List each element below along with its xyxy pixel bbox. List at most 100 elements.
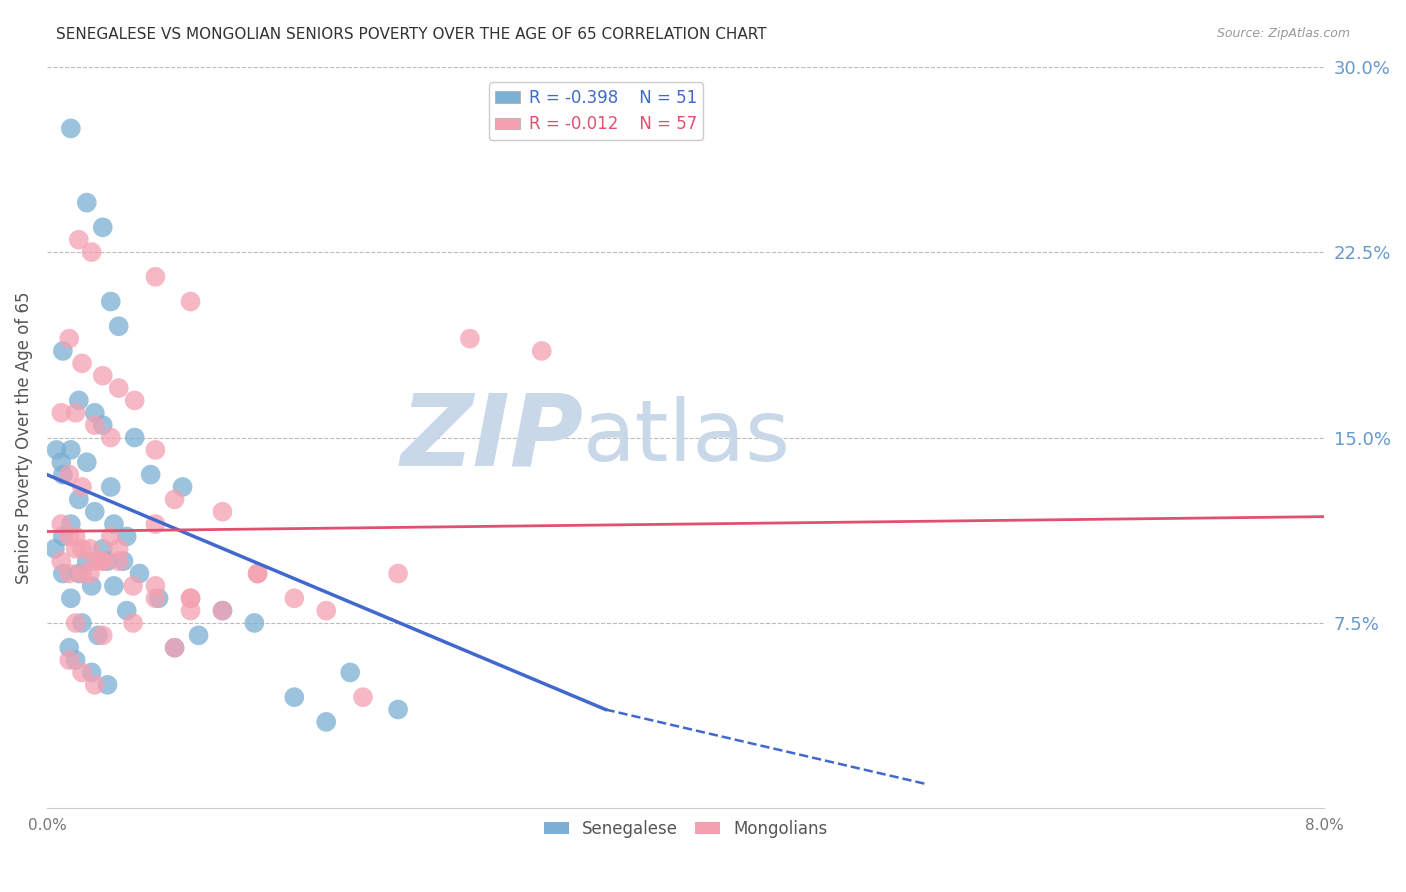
Point bbox=[122, 615, 145, 630]
Point bbox=[59, 591, 82, 606]
Point bbox=[59, 442, 82, 457]
Point bbox=[58, 467, 80, 482]
Point bbox=[243, 615, 266, 630]
Text: SENEGALESE VS MONGOLIAN SENIORS POVERTY OVER THE AGE OF 65 CORRELATION CHART: SENEGALESE VS MONGOLIAN SENIORS POVERTY … bbox=[56, 27, 766, 42]
Point bbox=[67, 566, 90, 581]
Point bbox=[100, 430, 122, 444]
Point bbox=[352, 690, 374, 705]
Legend: Senegalese, Mongolians: Senegalese, Mongolians bbox=[537, 814, 834, 845]
Point bbox=[67, 393, 90, 408]
Point bbox=[163, 640, 186, 655]
Point bbox=[80, 665, 103, 680]
Point bbox=[65, 541, 87, 556]
Point bbox=[145, 442, 167, 457]
Point bbox=[58, 653, 80, 667]
Point bbox=[67, 492, 90, 507]
Point bbox=[124, 393, 146, 408]
Point bbox=[148, 591, 170, 606]
Text: Source: ZipAtlas.com: Source: ZipAtlas.com bbox=[1216, 27, 1350, 40]
Point bbox=[70, 356, 93, 370]
Point bbox=[387, 566, 409, 581]
Point bbox=[65, 529, 87, 543]
Text: ZIP: ZIP bbox=[401, 389, 583, 486]
Point bbox=[187, 628, 209, 642]
Point bbox=[87, 628, 110, 642]
Point bbox=[145, 269, 167, 284]
Point bbox=[83, 418, 105, 433]
Point bbox=[79, 541, 101, 556]
Point bbox=[65, 406, 87, 420]
Point bbox=[458, 332, 481, 346]
Point bbox=[65, 653, 87, 667]
Point bbox=[65, 615, 87, 630]
Point bbox=[59, 517, 82, 532]
Point bbox=[315, 714, 337, 729]
Point bbox=[58, 529, 80, 543]
Point bbox=[70, 480, 93, 494]
Point bbox=[83, 505, 105, 519]
Point bbox=[52, 566, 75, 581]
Point bbox=[83, 554, 105, 568]
Point bbox=[96, 554, 118, 568]
Point bbox=[107, 319, 129, 334]
Point bbox=[58, 640, 80, 655]
Point bbox=[211, 604, 233, 618]
Point bbox=[530, 343, 553, 358]
Point bbox=[115, 529, 138, 543]
Point bbox=[103, 579, 125, 593]
Text: atlas: atlas bbox=[583, 396, 792, 479]
Point bbox=[128, 566, 150, 581]
Point bbox=[315, 604, 337, 618]
Point bbox=[163, 492, 186, 507]
Point bbox=[211, 505, 233, 519]
Point bbox=[107, 381, 129, 395]
Point bbox=[51, 517, 73, 532]
Point bbox=[91, 418, 114, 433]
Point bbox=[180, 604, 202, 618]
Point bbox=[145, 517, 167, 532]
Point bbox=[51, 554, 73, 568]
Point bbox=[52, 343, 75, 358]
Point bbox=[283, 690, 305, 705]
Point bbox=[70, 566, 93, 581]
Point bbox=[52, 529, 75, 543]
Point bbox=[80, 579, 103, 593]
Point bbox=[83, 406, 105, 420]
Point bbox=[70, 541, 93, 556]
Point bbox=[115, 604, 138, 618]
Point bbox=[45, 442, 67, 457]
Point bbox=[180, 591, 202, 606]
Point bbox=[67, 233, 90, 247]
Point bbox=[100, 529, 122, 543]
Point bbox=[246, 566, 269, 581]
Point bbox=[76, 554, 98, 568]
Point bbox=[180, 294, 202, 309]
Point bbox=[112, 554, 135, 568]
Point bbox=[76, 455, 98, 469]
Point bbox=[246, 566, 269, 581]
Point bbox=[58, 332, 80, 346]
Point bbox=[59, 121, 82, 136]
Point bbox=[91, 554, 114, 568]
Point bbox=[283, 591, 305, 606]
Point bbox=[172, 480, 194, 494]
Point bbox=[100, 480, 122, 494]
Point bbox=[91, 628, 114, 642]
Point bbox=[52, 467, 75, 482]
Point bbox=[211, 604, 233, 618]
Point bbox=[96, 678, 118, 692]
Point bbox=[122, 579, 145, 593]
Point bbox=[163, 640, 186, 655]
Point bbox=[91, 220, 114, 235]
Point bbox=[91, 368, 114, 383]
Point bbox=[80, 245, 103, 260]
Point bbox=[51, 406, 73, 420]
Point bbox=[180, 591, 202, 606]
Point bbox=[58, 566, 80, 581]
Point bbox=[145, 591, 167, 606]
Point bbox=[91, 554, 114, 568]
Point bbox=[79, 566, 101, 581]
Point bbox=[44, 541, 66, 556]
Point bbox=[107, 541, 129, 556]
Point bbox=[100, 294, 122, 309]
